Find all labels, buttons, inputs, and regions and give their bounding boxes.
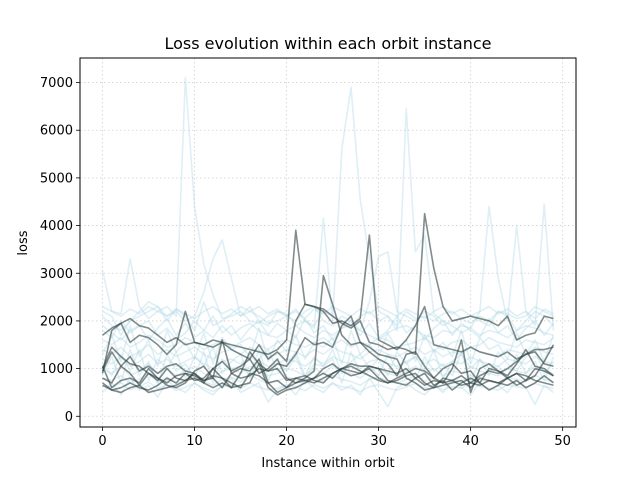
grid-lines — [80, 58, 576, 427]
background-series-line-14 — [102, 315, 555, 341]
x-tick-label: 20 — [278, 434, 295, 449]
y-axis-label: loss — [16, 230, 31, 255]
highlight-series-group — [101, 212, 555, 396]
x-axis-ticks: 0 10 20 30 40 50 — [98, 427, 571, 449]
background-series-line-11 — [101, 348, 555, 387]
highlight-series-line-6 — [101, 346, 554, 394]
y-tick-label: 6000 — [40, 124, 73, 139]
x-tick-label: 30 — [370, 434, 387, 449]
x-tick-label: 0 — [98, 434, 106, 449]
x-tick-label: 50 — [554, 434, 571, 449]
highlight-series-line-1 — [101, 234, 554, 374]
y-axis-ticks: 0 1000 2000 3000 4000 5000 6000 7000 — [40, 76, 80, 425]
y-tick-label: 4000 — [40, 219, 73, 234]
y-tick-label: 5000 — [40, 171, 73, 186]
y-tick-label: 0 — [65, 410, 73, 425]
y-tick-label: 1000 — [40, 362, 73, 377]
background-series-line-1 — [102, 239, 555, 337]
highlight-series-line-2 — [101, 274, 554, 384]
background-series-line-0 — [101, 76, 555, 334]
highlight-series-line-4 — [101, 339, 554, 389]
chart-title: Loss evolution within each orbit instanc… — [165, 34, 492, 53]
highlight-series-line-7 — [102, 363, 554, 396]
x-tick-label: 10 — [186, 434, 203, 449]
y-tick-label: 7000 — [40, 76, 73, 91]
background-series-line-12 — [101, 346, 555, 382]
highlight-series-line-5 — [102, 315, 554, 391]
background-series-line-10 — [101, 324, 555, 368]
background-series-line-4 — [102, 334, 554, 351]
background-series-line-9 — [102, 381, 554, 393]
background-series-line-15 — [102, 305, 554, 320]
x-tick-label: 40 — [462, 434, 479, 449]
y-tick-label: 3000 — [40, 267, 73, 282]
plot-frame — [79, 57, 577, 428]
x-axis-label: Instance within orbit — [261, 456, 394, 471]
y-tick-label: 2000 — [40, 314, 73, 329]
